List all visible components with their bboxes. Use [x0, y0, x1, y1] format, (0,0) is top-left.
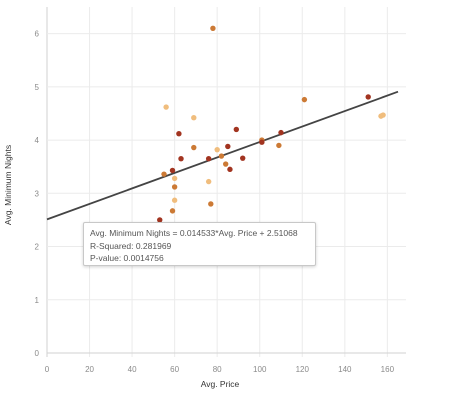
- scatter-point[interactable]: [163, 104, 169, 110]
- x-tick-label: 60: [170, 365, 179, 374]
- gridlines: [46, 7, 406, 357]
- x-tick-label: 160: [381, 365, 395, 374]
- y-tick-label: 2: [35, 243, 40, 252]
- data-points: [157, 25, 386, 223]
- scatter-point[interactable]: [205, 156, 212, 162]
- x-tick-label: 80: [213, 365, 222, 374]
- tooltip-r-squared: R-Squared: 0.281969: [90, 240, 172, 251]
- x-tick-label: 140: [338, 365, 352, 374]
- tooltip-p-value: P-value: 0.0014756: [90, 253, 164, 263]
- y-tick-label: 0: [35, 349, 40, 358]
- scatter-point[interactable]: [191, 144, 197, 151]
- scatter-point[interactable]: [259, 139, 265, 145]
- trend-line-tooltip: Avg. Minimum Nights = 0.014533*Avg. Pric…: [83, 222, 316, 266]
- scatter-point[interactable]: [233, 126, 240, 133]
- scatter-point[interactable]: [205, 178, 212, 185]
- scatter-point[interactable]: [365, 94, 371, 100]
- x-tick-label: 120: [296, 365, 310, 374]
- scatter-point[interactable]: [171, 184, 178, 190]
- x-tick-label: 100: [253, 365, 267, 374]
- scatter-point[interactable]: [227, 166, 233, 173]
- scatter-point[interactable]: [161, 171, 167, 177]
- scatter-point[interactable]: [178, 156, 184, 162]
- scatter-point[interactable]: [380, 112, 386, 118]
- scatter-point[interactable]: [171, 175, 178, 182]
- scatter-point[interactable]: [169, 167, 176, 174]
- y-axis-title: Avg. Minimum Nights: [3, 145, 13, 225]
- y-tick-label: 6: [35, 30, 40, 39]
- x-tick-label: 0: [45, 365, 50, 374]
- x-tick-label: 40: [128, 365, 137, 374]
- scatter-point[interactable]: [176, 130, 182, 137]
- scatter-point[interactable]: [225, 143, 231, 150]
- y-tick-label: 3: [35, 189, 40, 198]
- scatter-point[interactable]: [208, 201, 214, 207]
- y-tick-label: 4: [35, 136, 40, 145]
- scatter-point[interactable]: [240, 155, 246, 161]
- y-axis-ticks: 0 1 2 3 4 5 6: [35, 30, 40, 358]
- y-tick-label: 5: [35, 83, 40, 92]
- scatter-point[interactable]: [191, 115, 197, 121]
- scatter-point[interactable]: [301, 96, 308, 103]
- scatter-point[interactable]: [169, 208, 176, 214]
- scatter-point[interactable]: [214, 146, 220, 153]
- y-tick-label: 1: [35, 296, 40, 305]
- x-tick-label: 20: [85, 365, 94, 374]
- scatter-point[interactable]: [276, 142, 282, 149]
- scatter-point[interactable]: [157, 217, 163, 223]
- scatter-point[interactable]: [210, 25, 216, 31]
- scatter-point[interactable]: [171, 197, 178, 203]
- scatter-point[interactable]: [278, 129, 284, 136]
- x-axis-title: Avg. Price: [201, 379, 240, 389]
- scatter-point[interactable]: [222, 161, 229, 167]
- tooltip-equation: Avg. Minimum Nights = 0.014533*Avg. Pric…: [90, 228, 298, 238]
- scatter-point[interactable]: [218, 153, 225, 159]
- x-axis-ticks: 0 20 40 60 80 100 120 140 160: [45, 365, 395, 374]
